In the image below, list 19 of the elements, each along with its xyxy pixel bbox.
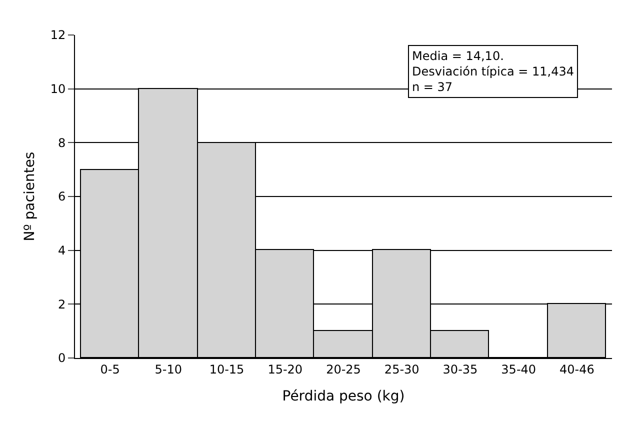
x-tick-label: 15-20 (268, 362, 303, 376)
x-tick-label: 30-35 (442, 362, 478, 376)
y-tick-label: 4 (58, 244, 66, 258)
y-tick-label: 8 (58, 136, 66, 150)
x-tick-label: 10-15 (209, 362, 244, 376)
x-axis-title: Pérdida peso (kg) (282, 388, 405, 405)
x-tick-label: 0-5 (100, 362, 120, 376)
x-tick-label: 5-10 (154, 362, 182, 376)
y-tick-label: 2 (58, 297, 66, 312)
x-tick-label: 35-40 (501, 362, 536, 376)
y-tick-label: 10 (50, 82, 66, 96)
x-tick-label: 25-30 (384, 362, 420, 376)
x-tick-label: 40-46 (560, 362, 594, 376)
y-axis-title: Nº pacientes (22, 152, 38, 242)
y-tick-label: 0 (58, 351, 66, 366)
y-tick-label: 6 (58, 190, 66, 204)
y-tick-label: 12 (50, 28, 66, 42)
x-tick-label: 20-25 (326, 362, 361, 376)
annotation: Media = 14,10. Desviación típica = 11,434 n = 37 (412, 49, 574, 94)
